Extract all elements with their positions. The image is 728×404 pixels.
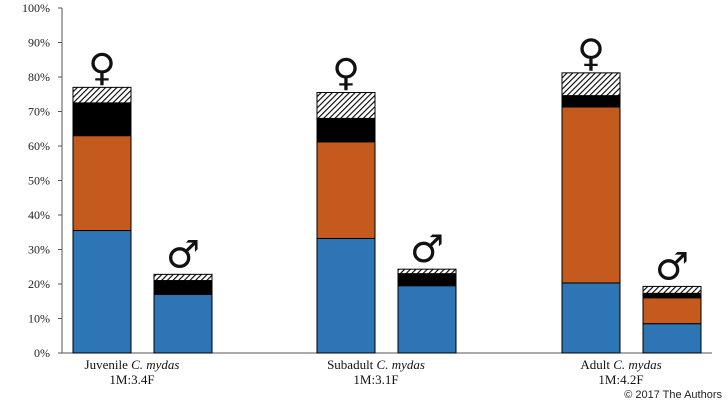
y-tick-label: 0% [34,346,50,360]
y-tick-label: 80% [28,70,50,84]
male-bar-orange-segment [642,297,702,325]
sex-ratio-label: 1M:3.1F [353,372,398,387]
female-bar-orange-segment [316,141,376,239]
category-label: Juvenile C. mydas [85,357,180,372]
y-tick-label: 20% [28,277,50,291]
y-tick-label: 90% [28,36,50,50]
male-symbol: ♂ [655,244,689,288]
y-tick-label: 60% [28,139,50,153]
y-tick-label: 10% [28,312,50,326]
y-tick-label: 40% [28,208,50,222]
male-bar-black-segment [642,292,702,299]
male-bar-black-segment [397,273,457,287]
copyright-credit: © 2017 The Authors [624,389,722,401]
male-bar-black-segment [153,280,213,295]
female-bar-hatched-segment [316,92,376,119]
female-symbol: ♀ [332,51,360,95]
sex-ratio-label: 1M:3.4F [109,372,154,387]
y-tick-label: 70% [28,105,50,119]
sex-ratio-label: 1M:4.2F [598,372,643,387]
female-bar-blue-segment [72,230,132,354]
male-symbol: ♂ [166,232,200,276]
female-bar-orange-segment [72,135,132,232]
male-bar-blue-segment [642,323,702,354]
male-bar-hatched-segment [153,273,213,282]
y-tick-label: 30% [28,243,50,257]
female-bar-hatched-segment [561,72,621,97]
female-bar-black-segment [316,117,376,143]
female-bar-blue-segment [561,282,621,354]
category-label: Adult C. mydas [580,357,661,372]
female-bar-black-segment [72,102,132,137]
y-tick-label: 100% [22,1,50,15]
female-bar-orange-segment [561,106,621,284]
female-bar-black-segment [561,95,621,108]
y-tick-label: 50% [28,174,50,188]
female-bar-blue-segment [316,237,376,354]
male-bar-hatched-segment [397,268,457,275]
female-symbol: ♀ [88,45,116,89]
male-bar-blue-segment [397,285,457,354]
category-label: Subadult C. mydas [327,357,425,372]
female-bar-hatched-segment [72,86,132,104]
male-symbol: ♂ [410,227,444,271]
male-bar-blue-segment [153,293,213,354]
female-symbol: ♀ [577,31,605,75]
male-bar-hatched-segment [642,285,702,294]
